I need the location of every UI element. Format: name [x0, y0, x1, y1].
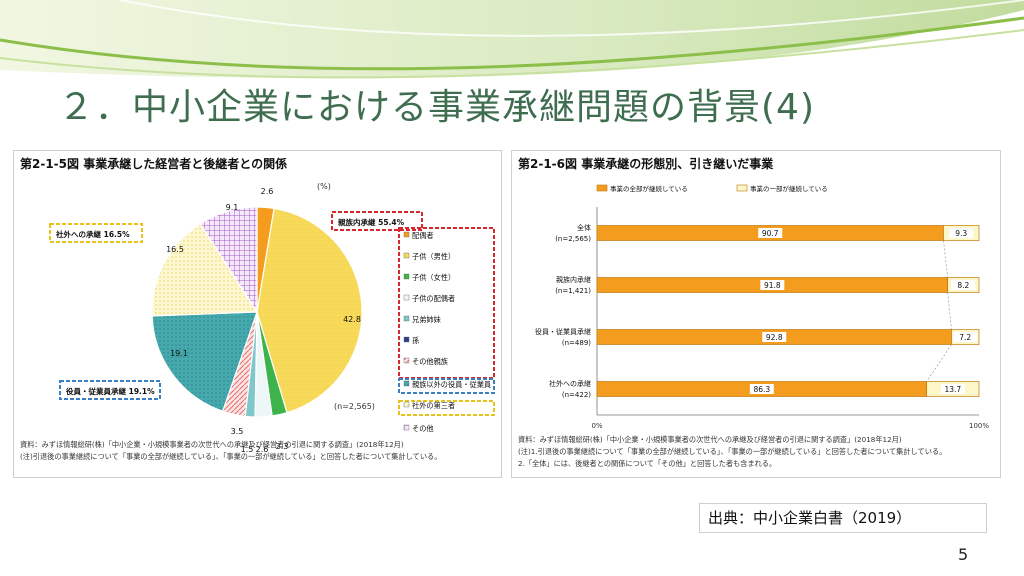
legend-label: 社外の第三者 [412, 401, 455, 410]
bar-legend-swatch [596, 184, 608, 192]
bar-value-label: 86.3 [753, 385, 770, 394]
pie-slice-9 [151, 222, 259, 317]
pie-unit-label: (%) [317, 182, 331, 191]
bar-value-label: 13.7 [944, 385, 961, 394]
bar-value-label: 91.8 [764, 281, 781, 290]
bar-category-label: (n=489) [562, 339, 591, 347]
outside-succession-label: 社外への承継 16.5% [55, 229, 130, 239]
pie-slice-10 [199, 206, 258, 315]
bar-value-bg [762, 332, 787, 342]
bar-category-label: 社外への承継 [549, 379, 591, 388]
bar-legend-swatch [736, 184, 748, 192]
legend-label: 配偶者 [412, 231, 434, 240]
pie-value-label: 3.5 [231, 427, 244, 436]
pie-value-label: 2.6 [261, 187, 274, 196]
legend-label: 兄弟姉妹 [412, 315, 441, 324]
bar-connector-line [943, 240, 948, 278]
employee-succession-label: 役員・従業員承継 19.1% [65, 386, 155, 396]
pie-note-source: 資料：みずほ情報総研(株)「中小企業・小規模事業者の次世代への承継及び経営者の引… [20, 440, 404, 449]
legend-swatch [403, 315, 410, 322]
pie-sample-size: (n=2,565) [334, 402, 375, 411]
legend-label: その他 [412, 424, 434, 433]
pie-chart: 2.642.82.32.61.53.519.116.59.1 (%) (n=2,… [49, 182, 495, 454]
bar-value-bg [953, 332, 978, 342]
bar-category-label: 役員・従業員承継 [535, 327, 591, 336]
page-number: 5 [958, 545, 969, 564]
pie-slice-8 [151, 311, 258, 412]
legend-swatch [403, 273, 410, 280]
bar-chart-title: 第2-1-6図 事業承継の形態別、引き継いだ事業 [518, 157, 774, 171]
bar-category-label: 全体 [577, 223, 591, 232]
slide-title: ２．中小企業における事業承継問題の背景(4) [58, 87, 815, 128]
bar-value-label: 9.3 [955, 229, 967, 238]
bar-note-1: (注)1.引退後の事業継続について「事業の全部が継続している」、「事業の一部が継… [518, 447, 947, 456]
legend-swatch [403, 252, 410, 259]
bar-category-label: (n=1,421) [555, 287, 591, 295]
bar-legend-label: 事業の全部が継続している [610, 184, 688, 193]
pie-slice-2 [256, 207, 363, 414]
legend-label: 孫 [412, 336, 419, 345]
bar-category-label: (n=422) [562, 391, 591, 399]
legend-swatch [403, 380, 410, 387]
stacked-bar-chart: 事業の全部が継続している 事業の一部が継続している 0% 100% 90.7 9.3 全体… [535, 184, 989, 430]
bar-value-bg [940, 384, 965, 394]
pie-slices [151, 206, 363, 418]
pie-value-label: 2.3 [276, 442, 289, 451]
pie-value-label: 42.8 [343, 315, 361, 324]
legend-label: 子供の配偶者 [412, 294, 455, 303]
legend-swatch [403, 357, 410, 364]
bar-value-bg [760, 280, 785, 290]
pie-value-label: 2.6 [256, 445, 269, 454]
bar-series: 0% 100% 90.7 9.3 全体 (n=2,565) 91.8 8.2 親族内承継 (n=1… [535, 207, 989, 430]
pie-note-1: (注)引退後の事業継続について「事業の全部が継続している」、「事業の一部が継続し… [20, 452, 442, 461]
kin-succession-box [331, 211, 423, 231]
bar-value-label: 8.2 [957, 281, 969, 290]
legend-label: その他親族 [412, 357, 448, 366]
header-wave-decoration [0, 0, 1024, 79]
bar-value-label: 90.7 [762, 229, 779, 238]
employee-succession-box [59, 380, 161, 400]
legend-swatch [403, 336, 410, 343]
bar-connector-line [947, 292, 952, 330]
pie-value-label: 16.5 [166, 245, 184, 254]
legend-kin-frame [398, 227, 495, 379]
legend-employee-frame [398, 378, 495, 394]
bar-value-bg [749, 384, 774, 394]
bar-value-bg [949, 228, 974, 238]
pie-chart-panel: 第2-1-5図 事業承継した経営者と後継者との関係 [13, 150, 502, 478]
bar-note-2: 2.「全体」には、後継者との関係について「その他」と回答した者も含まれる。 [518, 459, 777, 468]
bar-value-label: 7.2 [959, 333, 971, 342]
source-citation: 出典：中小企業白書（2019） [699, 503, 987, 533]
bar-chart-panel: 第2-1-6図 事業承継の形態別、引き継いだ事業 事業の全部が継続している 事業の… [511, 150, 1001, 478]
legend-swatch [403, 401, 410, 408]
bar-x-tick: 100% [969, 422, 989, 430]
pie-value-label: 1.5 [241, 445, 254, 454]
kin-succession-label: 親族内承継 55.4% [338, 217, 405, 227]
bar-value-bg [951, 280, 976, 290]
pie-value-labels: 2.642.82.32.61.53.519.116.59.1 [166, 187, 361, 454]
legend-swatch [403, 294, 410, 301]
bar-note-source: 資料：みずほ情報総研(株)「中小企業・小規模事業者の次世代への承継及び経営者の引… [518, 435, 902, 444]
legend-label: 子供（女性） [412, 273, 455, 282]
legend-outside-frame [398, 400, 495, 416]
bar-value-label: 92.8 [766, 333, 783, 342]
legend-swatch [403, 231, 410, 238]
bar-legend-label: 事業の一部が継続している [750, 184, 828, 193]
bar-category-label: (n=2,565) [555, 235, 591, 243]
pie-value-label: 19.1 [170, 349, 188, 358]
pie-chart-title: 第2-1-5図 事業承継した経営者と後継者との関係 [20, 157, 288, 171]
bar-category-label: 親族内承継 [556, 275, 591, 284]
bar-legend: 事業の全部が継続している 事業の一部が継続している [596, 184, 828, 193]
bar-value-bg [758, 228, 783, 238]
pie-value-label: 9.1 [226, 203, 239, 212]
bar-x-tick: 0% [591, 422, 602, 430]
legend-label: 親族以外の役員・従業員 [412, 380, 491, 389]
legend-label: 子供（男性） [412, 252, 455, 261]
bar-connector-line [926, 344, 952, 382]
outside-succession-box [49, 223, 143, 243]
legend-swatch [403, 424, 410, 431]
